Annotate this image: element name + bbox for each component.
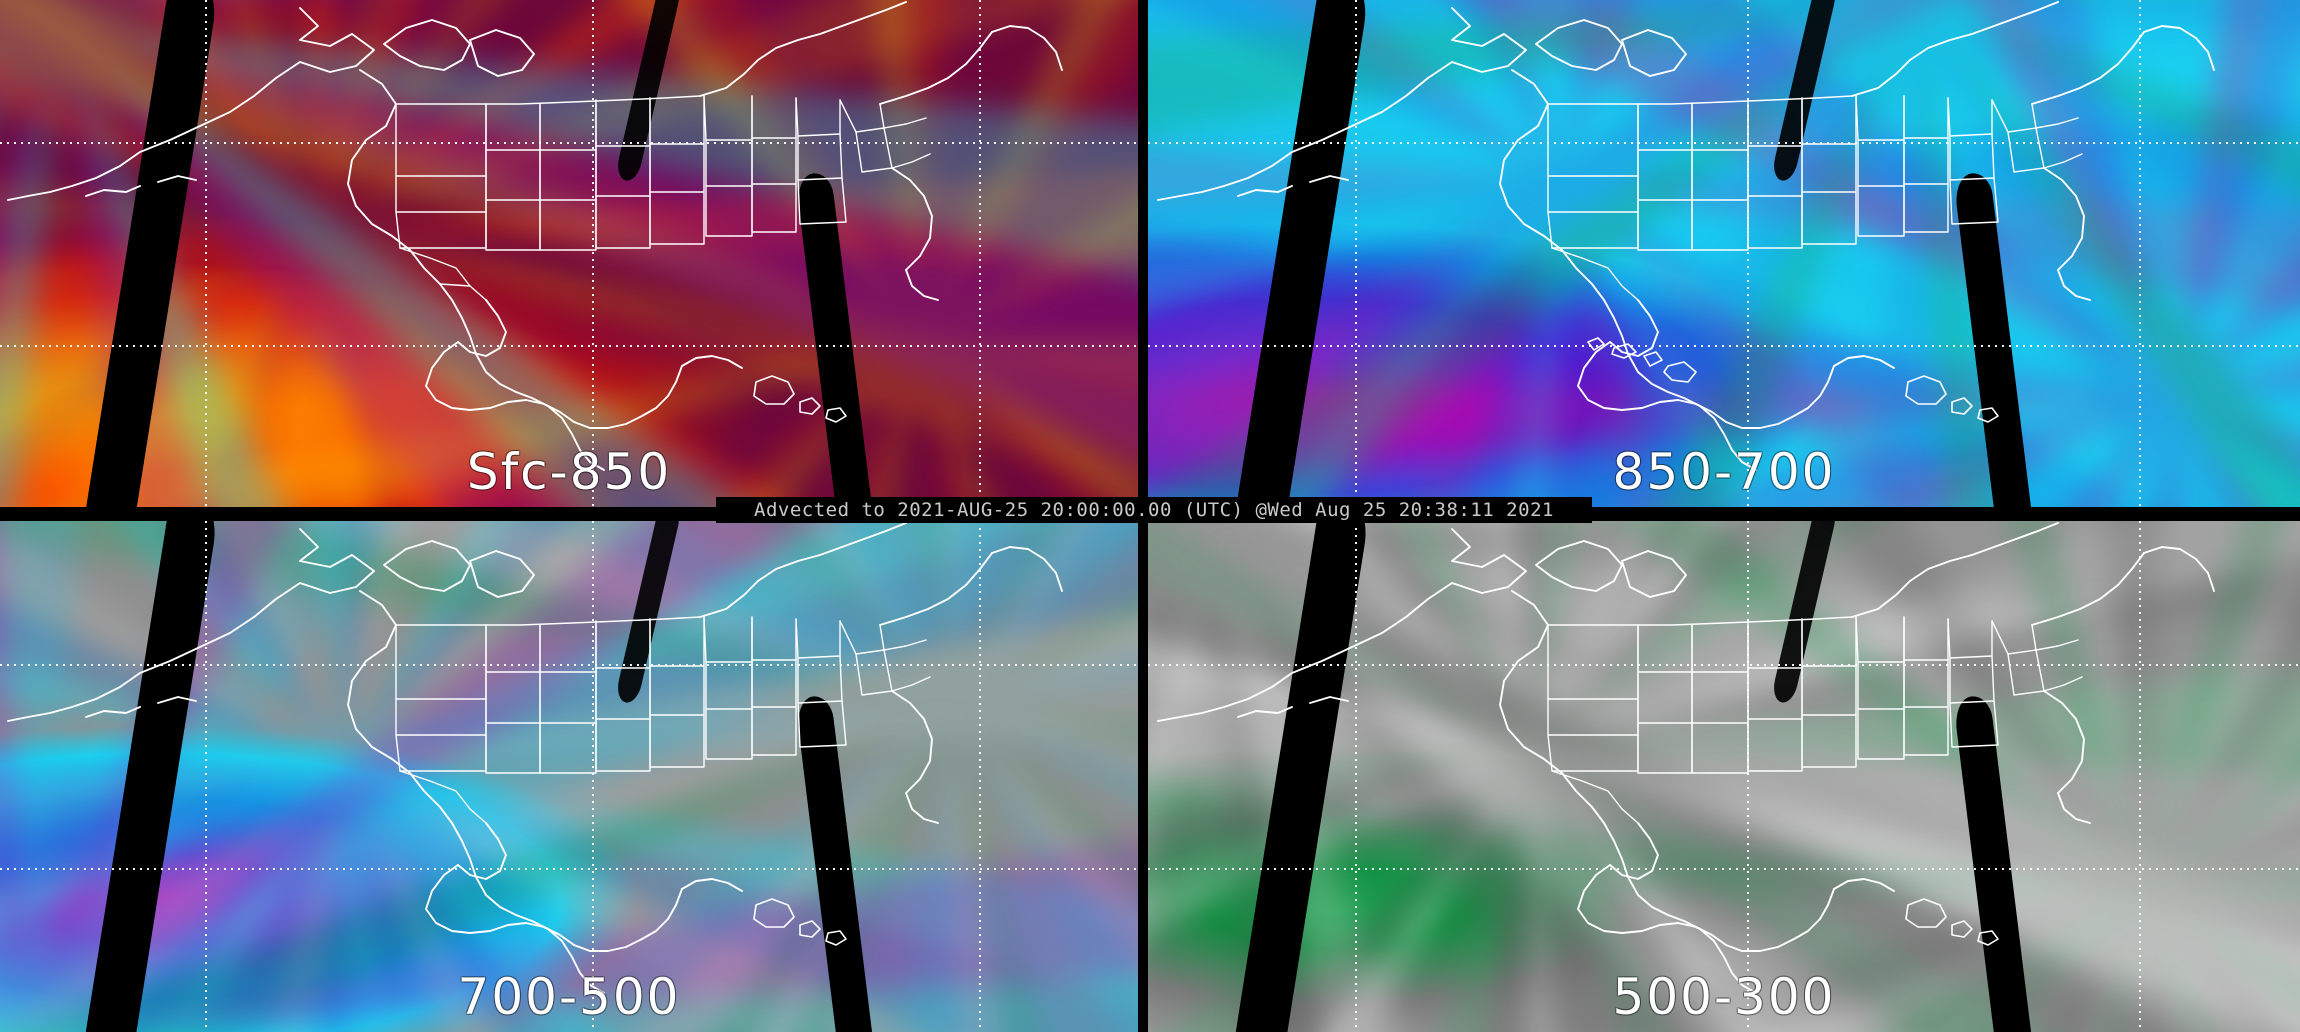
panel-500-300[interactable]: 500-300 (1148, 521, 2300, 1032)
panel-layer-label-700-500: 700-500 (457, 968, 681, 1026)
timestamp-caption: Advected to 2021-AUG-25 20:00:00.00 (UTC… (716, 497, 1592, 523)
panel-sfc-850[interactable]: Sfc-850 (0, 0, 1138, 507)
panel-layer-label-sfc-850: Sfc-850 (466, 443, 672, 501)
panel-700-500[interactable]: 700-500 (0, 521, 1138, 1032)
panel-850-700[interactable]: 850-700 (1148, 0, 2300, 507)
panel-layer-label-850-700: 850-700 (1612, 443, 1836, 501)
panel-layer-label-500-300: 500-300 (1612, 968, 1836, 1026)
